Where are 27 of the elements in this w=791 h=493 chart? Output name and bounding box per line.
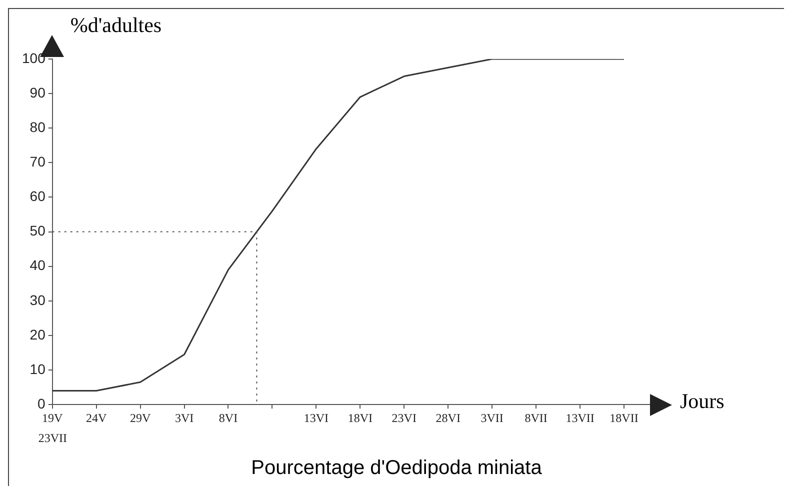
x-tick-label: 18VI: [348, 410, 372, 425]
x-tick-label: 29V: [130, 410, 151, 425]
x-tick-label: 8VII: [524, 410, 548, 425]
text: 23VII: [38, 430, 68, 446]
x-tick-label: 3VII: [480, 410, 504, 425]
y-tick-label: 40: [30, 257, 46, 274]
x-tick-label: 28VI: [436, 410, 460, 425]
y-tick-label: 60: [30, 188, 46, 204]
x-tick-label: 3VI: [174, 410, 194, 425]
y-tick-label: 0: [38, 395, 46, 412]
text: Pourcentage d'Oedipoda miniata: [250, 457, 543, 480]
x-tick-label: 8VI: [218, 410, 238, 425]
x-tick-label: 13VII: [566, 410, 594, 425]
x-tick-label: 23VI: [392, 410, 416, 425]
y-tick-label: 80: [30, 118, 46, 135]
x-tick-label: 18VII: [610, 410, 638, 425]
x-axis-title: Jours: [680, 388, 724, 414]
y-tick-label: 30: [30, 292, 46, 308]
y-tick-label: 90: [30, 84, 46, 100]
y-tick-label: 50: [30, 222, 46, 239]
y-axis-title: %d'adultes: [70, 13, 162, 38]
y-tick-label: 20: [30, 326, 46, 342]
y-tick-label: 10: [30, 360, 46, 377]
y-tick-label: 70: [30, 154, 46, 170]
x-tick-label: 13VI: [304, 410, 329, 425]
x-tick-label: 19V: [42, 410, 64, 425]
x-tick-label: 24V: [86, 410, 107, 425]
